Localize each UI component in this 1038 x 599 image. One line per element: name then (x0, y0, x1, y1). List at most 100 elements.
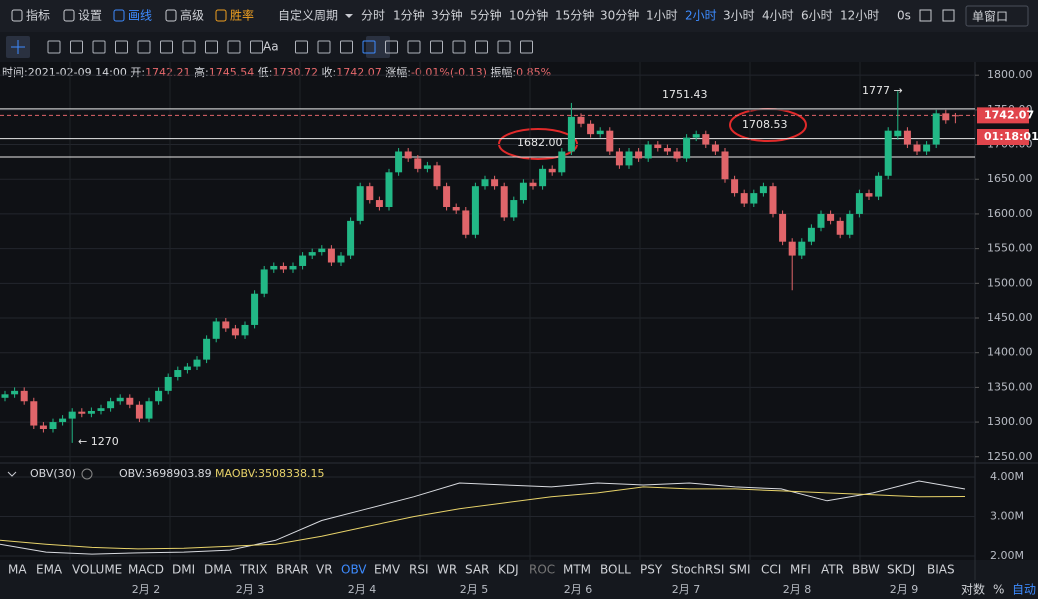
indicator-tab[interactable]: VR (316, 563, 333, 577)
tool-icon[interactable] (475, 40, 488, 54)
candle-body (519, 182, 527, 201)
indicator-tab[interactable]: BIAS (927, 563, 955, 577)
tool-icon[interactable] (227, 40, 241, 54)
draw-tool-active[interactable] (366, 36, 390, 58)
candle-body (183, 366, 191, 371)
tool-icon[interactable] (115, 40, 128, 54)
tool-icon[interactable] (205, 40, 218, 54)
obv-line (0, 486, 966, 550)
candle-body (596, 130, 604, 135)
tool-icon[interactable] (340, 40, 353, 54)
candle-body (308, 252, 316, 256)
text-tool[interactable]: Aa (263, 40, 279, 54)
indicator-tab[interactable]: ATR (821, 563, 844, 577)
indicator-tab[interactable]: StochRSI (671, 563, 724, 577)
tool-icon[interactable] (317, 40, 331, 54)
tool-icon[interactable] (70, 40, 83, 54)
tool-icon[interactable] (520, 40, 533, 54)
tool-icon[interactable] (160, 40, 173, 54)
period-option[interactable]: 15分钟 (555, 8, 594, 23)
candle-body (241, 324, 249, 336)
indicator-tab[interactable]: BBW (852, 563, 880, 577)
indicator-tab[interactable]: EMV (374, 563, 401, 577)
period-option[interactable]: 12小时 (840, 9, 879, 23)
indicator-tab[interactable]: CCI (761, 563, 781, 577)
tool-icon[interactable] (137, 40, 151, 54)
x-tick-label: 2月 6 (564, 583, 593, 596)
indicator-tab[interactable]: PSY (640, 563, 663, 577)
candle-body (395, 151, 403, 173)
panel-title: OBV(30) (30, 467, 76, 480)
toolbar-item[interactable]: 指标 (26, 8, 50, 23)
indicator-tab[interactable]: SMI (729, 563, 751, 577)
indicator-tab[interactable]: KDJ (498, 563, 519, 577)
x-tick-label: 2月 2 (132, 583, 161, 596)
annotation: 1708.53 (742, 118, 788, 131)
tool-icon[interactable] (497, 40, 511, 54)
toolbar-item[interactable]: 画线 (128, 9, 152, 23)
indicator-tab[interactable]: SAR (465, 563, 489, 577)
y-tick-label: 1300.00 (987, 415, 1033, 428)
tool-icon[interactable] (295, 40, 308, 54)
indicator-tab[interactable]: SKDJ (887, 563, 915, 577)
period-option[interactable]: 1小时 (646, 9, 678, 23)
toolbar-icon (165, 9, 177, 22)
tool-icon[interactable] (47, 40, 61, 54)
indicator-tab[interactable]: MA (8, 563, 27, 577)
tool-icon[interactable] (407, 40, 421, 54)
indicator-tab[interactable]: RSI (409, 563, 429, 577)
candle-body (942, 113, 950, 121)
candle-body (769, 186, 777, 214)
scale-option[interactable]: % (993, 583, 1004, 597)
indicator-tab[interactable]: BRAR (276, 563, 309, 577)
candle-body (11, 390, 19, 395)
x-tick-label: 2月 3 (236, 583, 265, 596)
candle-body (913, 144, 921, 152)
period-option[interactable]: 分时 (361, 9, 385, 23)
tool-icon[interactable] (362, 40, 376, 54)
candle-body (683, 137, 691, 159)
scale-option[interactable]: 自动 (1012, 583, 1036, 597)
tool-icon[interactable] (250, 40, 263, 54)
indicator-tab[interactable]: WR (437, 563, 457, 577)
period-option[interactable]: 1分钟 (393, 8, 425, 23)
tool-icon[interactable] (452, 40, 466, 54)
candle-body (385, 172, 393, 207)
window-label[interactable]: 单窗口 (972, 10, 1008, 24)
period-option[interactable]: 3分钟 (431, 8, 463, 23)
period-option[interactable]: 2小时 (685, 9, 717, 23)
indicator-tab[interactable]: VOLUME (72, 563, 122, 577)
settings-icon[interactable] (81, 468, 93, 480)
indicator-tab[interactable]: DMA (204, 563, 233, 577)
toolbar-item[interactable]: 高级 (180, 8, 204, 23)
period-menu[interactable]: 自定义周期 (278, 8, 338, 23)
candle-body (20, 390, 28, 402)
tool-icon[interactable] (385, 40, 398, 54)
period-option[interactable]: 4小时 (762, 9, 794, 23)
period-option[interactable]: 10分钟 (509, 8, 548, 23)
tool-icon[interactable] (92, 40, 106, 54)
info-label: 开: (130, 66, 145, 79)
toolbar-item[interactable]: 胜率 (230, 8, 254, 23)
period-option[interactable]: 5分钟 (470, 8, 502, 23)
candle-body (452, 206, 460, 211)
indicator-tab[interactable]: OBV (341, 563, 367, 577)
indicator-tab[interactable]: BOLL (600, 563, 631, 577)
window-button[interactable] (965, 5, 1029, 27)
indicator-tab[interactable]: MACD (128, 563, 164, 577)
period-option[interactable]: 6小时 (801, 9, 833, 23)
indicator-tab[interactable]: DMI (172, 563, 195, 577)
candle-body (663, 148, 671, 152)
collapse-arrow (7, 471, 17, 477)
indicator-tab[interactable]: MFI (790, 563, 811, 577)
indicator-tab[interactable]: EMA (36, 563, 63, 577)
period-option[interactable]: 3小时 (723, 9, 755, 23)
tool-icon[interactable] (182, 40, 196, 54)
indicator-tab[interactable]: ROC (529, 563, 555, 577)
indicator-tab[interactable]: TRIX (239, 563, 267, 577)
scale-option[interactable]: 对数 (961, 582, 985, 597)
toolbar-item[interactable]: 设置 (78, 9, 102, 23)
indicator-tab[interactable]: MTM (563, 563, 591, 577)
tool-icon[interactable] (430, 40, 443, 54)
period-option[interactable]: 30分钟 (600, 8, 639, 23)
